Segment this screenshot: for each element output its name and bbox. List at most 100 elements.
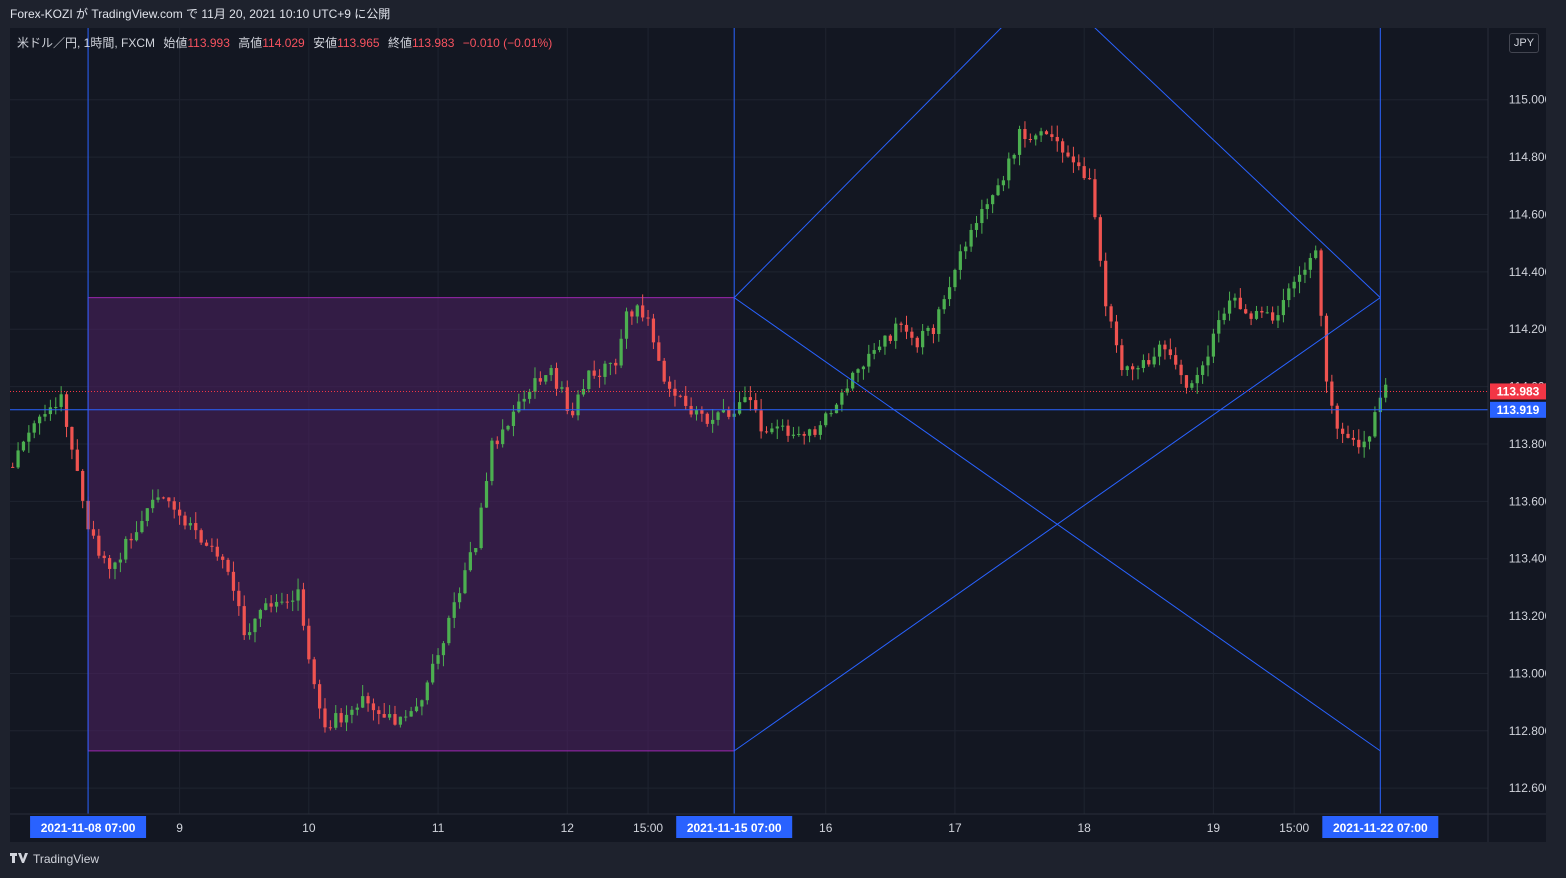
candle-body — [877, 346, 882, 351]
candle-body — [824, 413, 828, 426]
candle-body — [511, 411, 516, 426]
low-label: 安値 — [313, 36, 338, 50]
symbol-title[interactable]: 米ドル／円, 1時間, FXCM — [17, 36, 156, 50]
candle-body — [1055, 136, 1059, 142]
candle-body — [151, 499, 155, 509]
candle-body — [1168, 349, 1172, 356]
candle-body — [161, 497, 166, 499]
candle-body — [667, 381, 672, 389]
candle-body — [684, 395, 688, 406]
candle-body — [1039, 131, 1043, 136]
candle-body — [344, 714, 349, 723]
candle-body — [802, 433, 806, 436]
candle-body — [1346, 433, 1350, 438]
candle-body — [791, 434, 796, 436]
candle-body — [387, 714, 392, 718]
candle-body — [404, 716, 408, 718]
candle-body — [393, 714, 397, 725]
candle-body — [1012, 154, 1016, 159]
candle-body — [43, 414, 47, 417]
footer-brand[interactable]: TradingView — [33, 852, 100, 866]
candle-body — [1324, 315, 1329, 382]
currency-badge[interactable]: JPY — [1509, 33, 1539, 53]
candle-body — [506, 425, 510, 430]
candle-body — [974, 223, 979, 230]
candle-body — [59, 394, 63, 407]
candle-body — [371, 703, 376, 711]
candle-body — [1082, 166, 1086, 179]
candle-body — [544, 375, 548, 382]
candle-body — [743, 397, 747, 403]
candle-body — [1227, 300, 1232, 314]
candle-body — [1206, 356, 1210, 366]
candle-body — [624, 311, 629, 339]
candle-body — [414, 706, 419, 712]
candle-body — [1163, 344, 1167, 350]
candle-body — [291, 600, 295, 602]
candle-body — [264, 603, 268, 610]
tradingview-logo-icon[interactable] — [10, 852, 28, 866]
candle-body — [969, 229, 973, 247]
candle-body — [97, 535, 101, 556]
price-tick-label: 114.400 — [1509, 265, 1546, 279]
candle-body — [1007, 158, 1011, 181]
time-axis[interactable]: 2021-11-08 07:00 9 10 11 12 15:00 2021-11-15 0… — [10, 813, 1546, 838]
candle-body — [172, 501, 176, 510]
candle-body — [1233, 297, 1237, 301]
price-levels — [10, 390, 1488, 411]
candle-body — [834, 404, 839, 414]
time-tick-label: 10 — [302, 821, 316, 835]
candle-body — [285, 601, 289, 603]
candle-body — [673, 388, 677, 396]
candle-body — [1238, 297, 1242, 310]
trend-lines[interactable] — [87, 28, 1381, 814]
candle-body — [538, 378, 542, 382]
candles — [11, 121, 1388, 733]
publish-header: Forex-KOZI が TradingView.com で 11月 20, 2… — [0, 0, 1566, 28]
change-value: −0.010 (−0.01%) — [462, 36, 553, 50]
price-axis[interactable]: 115.000114.800114.600114.400114.200114.0… — [1487, 28, 1546, 842]
time-tag-label: 2021-11-08 07:00 — [41, 821, 136, 835]
candle-body — [495, 440, 499, 445]
candle-body — [1034, 135, 1038, 140]
candle-body — [657, 342, 661, 361]
time-tick-label: 19 — [1207, 821, 1221, 835]
candle-body — [565, 387, 569, 412]
candle-body — [872, 350, 876, 354]
candle-body — [1136, 368, 1140, 370]
candle-body — [797, 433, 801, 435]
candle-body — [269, 603, 273, 607]
candle-body — [1319, 250, 1323, 316]
candle-body — [700, 410, 704, 414]
price-chart[interactable]: 115.000 114.800 114.600 114.400 114.200 114.0… — [10, 28, 1546, 842]
time-tag-highlight — [1322, 816, 1439, 838]
candle-body — [678, 395, 682, 397]
time-tick-label: 12 — [561, 821, 575, 835]
candle-body — [1308, 257, 1312, 270]
candle-body — [942, 299, 946, 310]
candle-body — [641, 305, 645, 318]
candle-body — [307, 625, 311, 660]
candle-body — [1303, 269, 1307, 275]
candle-body — [910, 331, 914, 338]
trend-line — [1094, 28, 1381, 299]
candle-body — [1276, 315, 1280, 321]
candle-body — [323, 708, 327, 728]
candle-body — [27, 432, 31, 442]
candle-body — [1314, 250, 1318, 258]
candle-body — [75, 449, 79, 471]
candle-body — [517, 401, 521, 412]
candle-body — [646, 317, 650, 319]
candle-body — [921, 330, 925, 348]
candle-body — [716, 412, 720, 420]
candle-body — [1147, 360, 1151, 365]
candle-body — [21, 441, 26, 451]
time-tag-label: 2021-11-22 07:00 — [1333, 821, 1428, 835]
candle-body — [1341, 428, 1345, 434]
candle-body — [1061, 141, 1065, 153]
publish-line: Forex-KOZI が TradingView.com で 11月 20, 2… — [10, 7, 391, 21]
candle-body — [420, 700, 424, 707]
candle-body — [1109, 306, 1113, 322]
candle-body — [991, 195, 995, 205]
candle-body — [188, 523, 192, 526]
